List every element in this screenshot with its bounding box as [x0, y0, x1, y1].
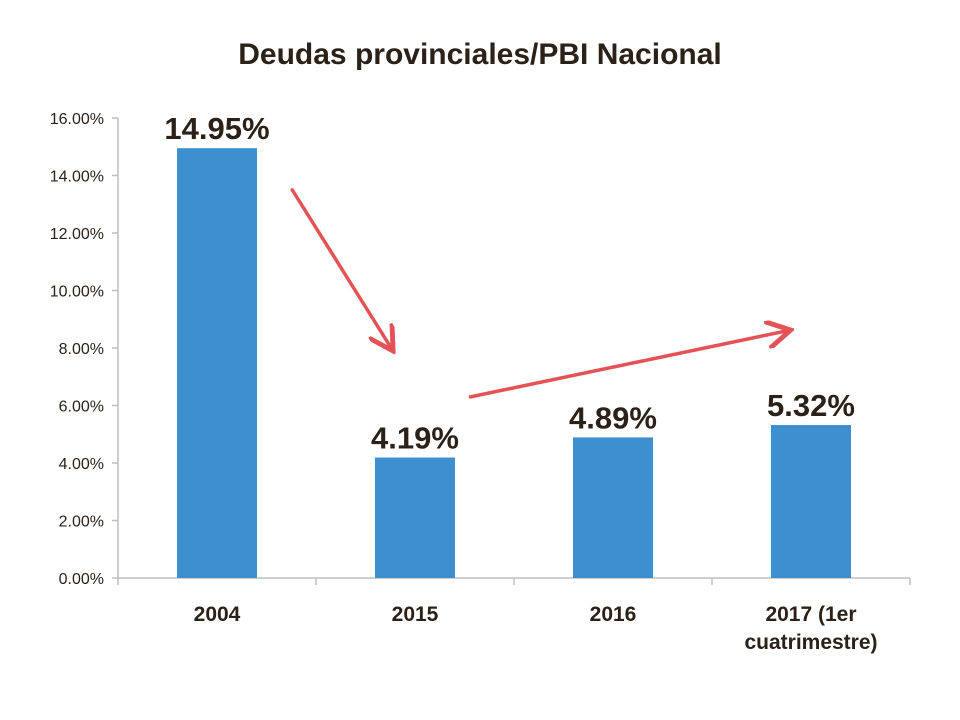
y-tick-label: 4.00% — [59, 456, 104, 473]
y-tick-label: 12.00% — [50, 226, 104, 243]
y-tick-label: 10.00% — [50, 284, 104, 301]
x-tick-label: 2004 — [194, 603, 241, 626]
bar — [177, 148, 257, 578]
x-tick-label: 2016 — [590, 603, 637, 626]
x-tick-label: 2015 — [392, 603, 439, 626]
y-tick-label: 0.00% — [59, 571, 104, 588]
bar — [771, 425, 851, 578]
annotation-arrow — [290, 188, 391, 348]
y-tick-label: 6.00% — [59, 399, 104, 416]
bar — [375, 457, 455, 578]
bar — [573, 437, 653, 578]
y-tick-label: 2.00% — [59, 514, 104, 531]
annotation-arrow — [468, 331, 787, 399]
data-label: 5.32% — [767, 388, 855, 423]
data-label: 14.95% — [164, 111, 269, 146]
data-label: 4.89% — [569, 400, 657, 435]
x-tick-label: 2017 (1er cuatrimestre) — [744, 603, 877, 654]
y-tick-label: 14.00% — [50, 169, 104, 186]
y-tick-label: 16.00% — [50, 111, 104, 128]
y-tick-label: 8.00% — [59, 341, 104, 358]
chart-title: Deudas provinciales/PBI Nacional — [238, 38, 722, 71]
data-label: 4.19% — [371, 421, 459, 456]
